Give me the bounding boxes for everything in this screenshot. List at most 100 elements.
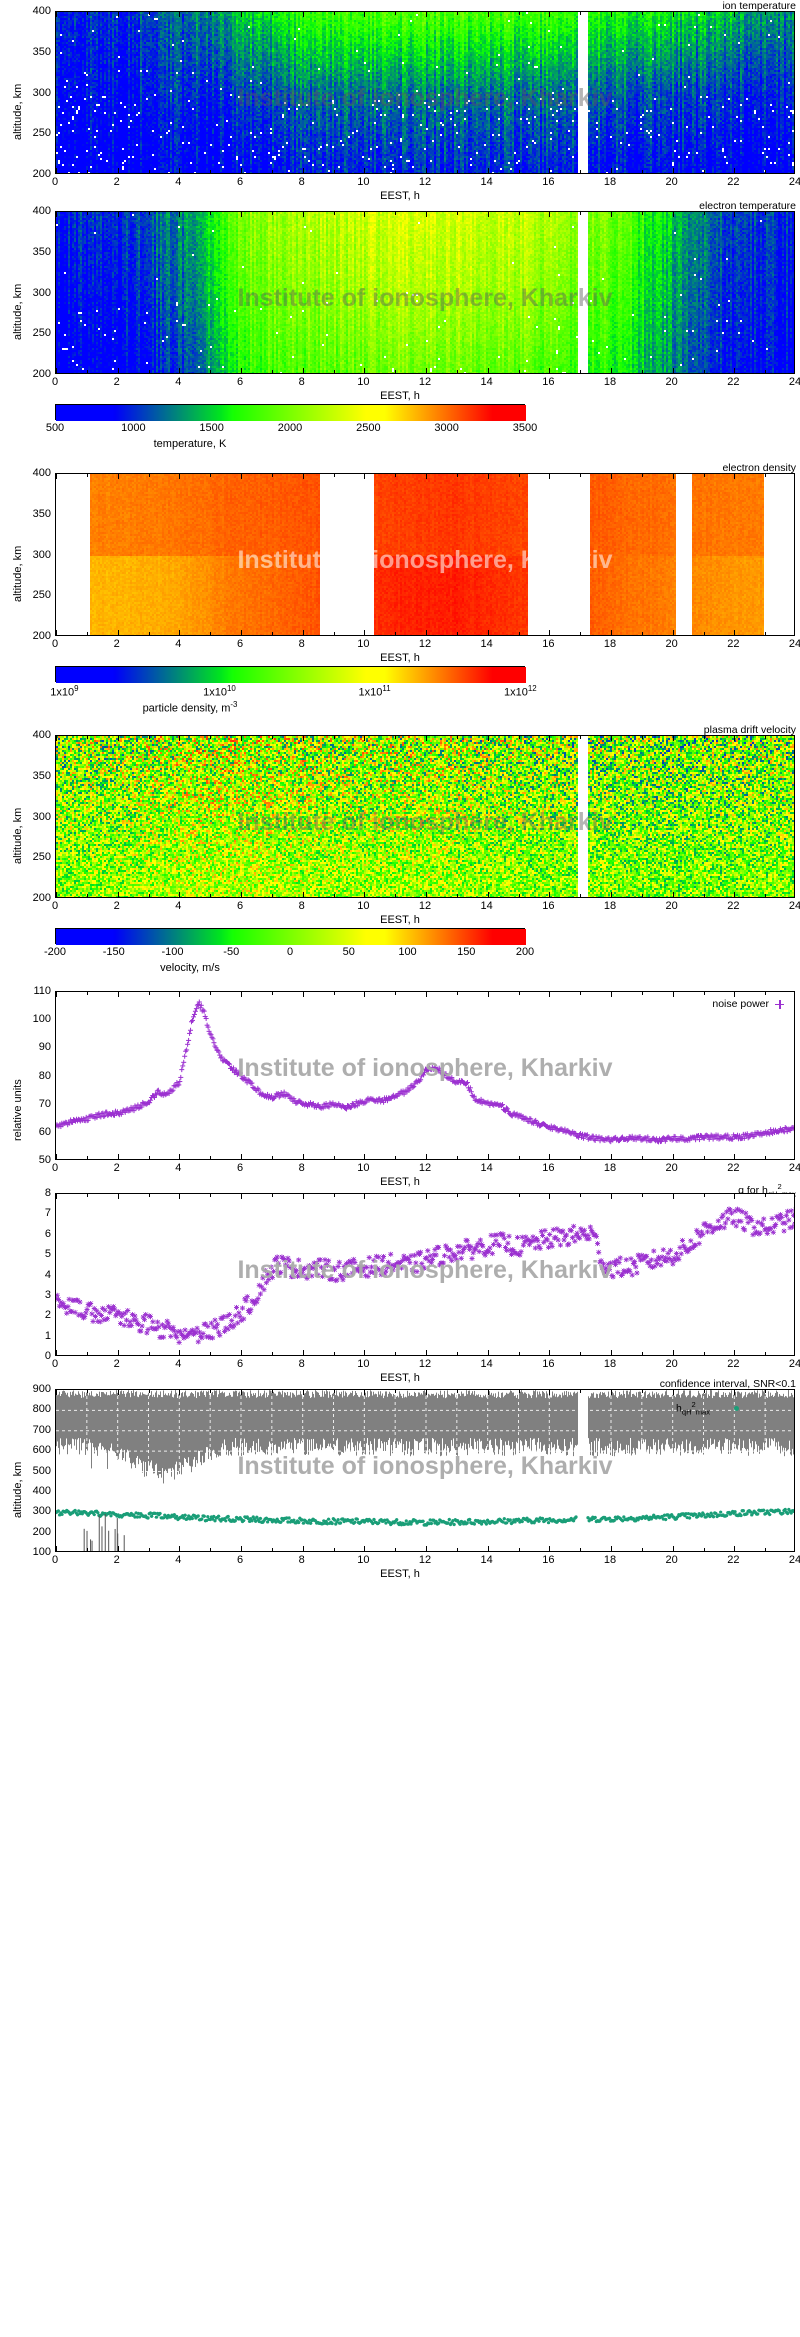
axis-tick [672, 736, 674, 741]
panel-electron-temperature: electron temperature altitude, km Instit… [0, 200, 800, 402]
axis-tick [611, 992, 612, 997]
x-tick: 16 [542, 638, 555, 650]
axis-tick [611, 630, 612, 635]
axis-tick [426, 474, 427, 479]
axis-tick [210, 1352, 212, 1355]
x-tick: 8 [298, 1162, 305, 1174]
y-tick: 7 [44, 1207, 51, 1220]
x-tick: 12 [418, 638, 432, 650]
y-tick: 300 [32, 86, 51, 99]
axis-tick [518, 370, 520, 373]
heatmap-electron-temperature [56, 212, 794, 373]
x-tick: 22 [727, 1358, 740, 1370]
x-tick: 18 [603, 1162, 617, 1174]
axis-tick [271, 632, 273, 635]
axis-tick [56, 1350, 57, 1355]
legend-superscript: 2 [691, 1400, 696, 1409]
axis-tick [426, 892, 427, 897]
axis-tick [518, 12, 520, 15]
axis-tick [487, 212, 489, 217]
axis-tick [703, 1352, 705, 1355]
colorbar-label-exponent: -3 [230, 700, 238, 709]
axis-tick [271, 1390, 273, 1393]
axis-tick [395, 1194, 397, 1197]
axis-tick [426, 168, 427, 173]
axis-tick [56, 12, 57, 17]
axis-tick [734, 12, 736, 17]
axis-tick [672, 474, 674, 479]
colorbar-tick: 0 [286, 946, 294, 958]
x-tick: 16 [542, 1554, 555, 1566]
colorbar-tick: 50 [342, 946, 355, 958]
x-tick: 16 [542, 376, 555, 388]
axis-tick [580, 632, 582, 635]
title-superscript: 2 [777, 1182, 782, 1191]
axis-tick [241, 12, 242, 17]
axis-tick [86, 1156, 88, 1159]
y-tick: 200 [32, 892, 51, 904]
axis-tick [641, 1390, 643, 1393]
plot-area-q-for-hqh2max: Institute of ionosphere, Kharkiv [55, 1193, 795, 1356]
x-tick: 0 [51, 900, 59, 912]
axis-tick [302, 892, 304, 897]
axis-tick [487, 12, 489, 17]
x-tick: 4 [175, 176, 182, 188]
axis-tick [611, 168, 612, 173]
axis-tick [148, 992, 150, 995]
axis-tick [487, 1350, 489, 1355]
axis-tick [765, 370, 767, 373]
axis-tick [765, 1390, 767, 1393]
axis-tick [56, 1546, 57, 1551]
plot-area-plasma-drift-velocity: Institute of ionosphere, Kharkiv [55, 735, 795, 898]
axis-tick [395, 474, 397, 477]
axis-tick [549, 1350, 551, 1355]
axis-tick [86, 212, 88, 215]
x-tick: 4 [175, 900, 182, 912]
y-tick: 50 [38, 1154, 51, 1166]
y-tick: 6 [44, 1227, 51, 1240]
axis-tick [549, 1390, 551, 1395]
axis-tick [611, 1154, 612, 1159]
axis-tick [641, 992, 643, 995]
axis-tick [302, 12, 304, 17]
axis-tick [580, 1156, 582, 1159]
x-tick: 0 [51, 1358, 59, 1370]
axis-tick [302, 736, 304, 741]
axis-tick [364, 1350, 366, 1355]
axis-tick [426, 1350, 427, 1355]
axis-tick [86, 474, 88, 477]
axis-tick [210, 370, 212, 373]
axis-tick [56, 992, 57, 997]
tick-mantissa: 1x10 [503, 686, 528, 699]
axis-tick [426, 1546, 427, 1551]
axis-tick [333, 212, 335, 215]
axis-tick [395, 1548, 397, 1551]
colorbar-tick: -200 [43, 946, 67, 958]
axis-tick [611, 892, 612, 897]
axis-tick [148, 12, 150, 15]
x-tick: 0 [51, 176, 59, 188]
axis-tick [426, 1390, 427, 1395]
x-tick: 2 [113, 1358, 120, 1370]
axis-tick [672, 1350, 674, 1355]
axis-tick [333, 170, 335, 173]
x-tick: 10 [357, 376, 370, 388]
y-tick: 2 [44, 1309, 51, 1322]
x-tick: 14 [480, 900, 493, 912]
x-tick: 20 [665, 1554, 678, 1566]
axis-tick [56, 736, 57, 741]
axis-tick [210, 1390, 212, 1393]
x-tick: 20 [665, 900, 678, 912]
y-tick: 200 [32, 168, 51, 180]
x-axis-label-electron-temperature: EEST, h [380, 390, 420, 402]
axis-tick [86, 1194, 88, 1197]
axis-tick [641, 736, 643, 739]
axis-tick [487, 168, 489, 173]
axis-tick [641, 894, 643, 897]
plus-marker-icon [775, 999, 784, 1009]
y-ticks-noise-power: 110 100 90 80 70 60 50 [0, 985, 51, 1182]
panel-electron-density: electron density altitude, km Institute … [0, 462, 800, 664]
axis-tick [333, 1194, 335, 1197]
y-tick: 200 [32, 368, 51, 380]
axis-tick [734, 1350, 736, 1355]
